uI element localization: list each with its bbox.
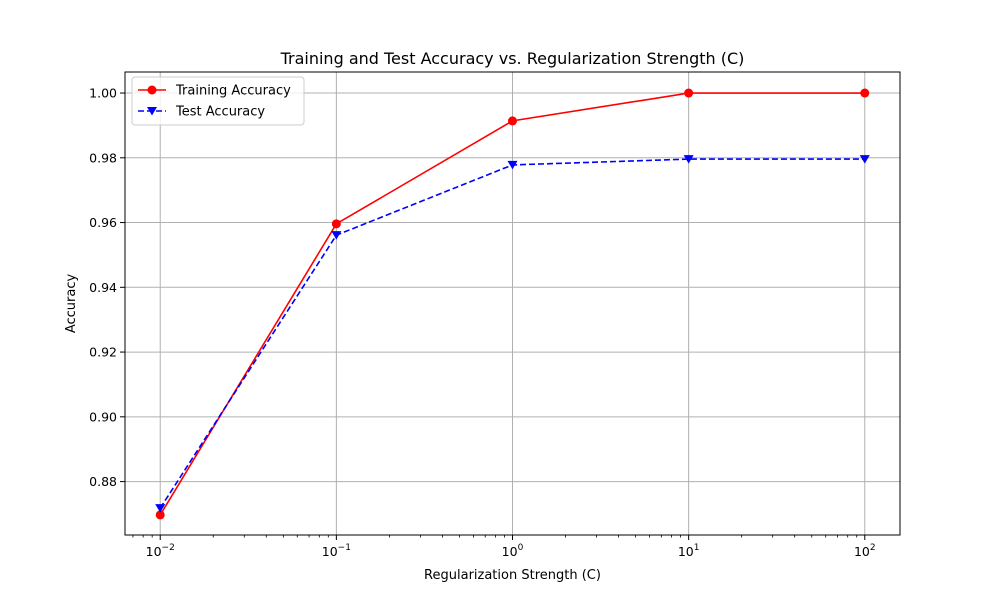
- legend: Training Accuracy Test Accuracy: [131, 76, 305, 126]
- data-point: [684, 88, 694, 98]
- x-tick-label: 102: [854, 543, 876, 559]
- series-layer: [155, 88, 870, 520]
- data-point: [508, 116, 517, 126]
- y-tick-label: 0.90: [89, 409, 117, 424]
- legend-marker: [147, 107, 157, 116]
- y-tick-label: 1.00: [89, 86, 117, 101]
- grid: [125, 72, 900, 535]
- legend-label: Test Accuracy: [175, 105, 265, 120]
- legend-marker: [147, 85, 157, 95]
- y-tick-label: 0.92: [89, 345, 117, 360]
- x-axis-label: Regularization Strength (C): [424, 568, 601, 583]
- data-point: [155, 504, 166, 513]
- data-point: [155, 510, 165, 520]
- legend-box: [131, 76, 305, 126]
- data-point: [859, 155, 870, 164]
- x-tick-label: 100: [502, 543, 524, 559]
- y-tick-label: 0.96: [89, 215, 117, 230]
- y-axis-label: Accuracy: [64, 274, 79, 334]
- data-point: [331, 219, 341, 229]
- axis-ticks: 10−2 10−1 100 101 102 0.88 0.90 0.92 0.94 0.96 0.9…: [89, 86, 875, 559]
- y-tick-label: 0.94: [89, 280, 117, 295]
- data-point: [331, 231, 342, 240]
- data-point: [860, 88, 870, 98]
- chart-title: Training and Test Accuracy vs. Regulariz…: [280, 49, 745, 68]
- y-tick-label: 0.88: [89, 474, 117, 489]
- x-tick-label: 101: [678, 543, 700, 559]
- x-tick-label: 10−1: [322, 543, 351, 559]
- series-training: [155, 88, 870, 520]
- data-point: [507, 160, 518, 170]
- x-tick-label: 10−2: [146, 543, 175, 559]
- data-point: [683, 155, 694, 164]
- legend-label: Training Accuracy: [175, 84, 291, 99]
- series-test: [155, 155, 870, 513]
- y-tick-label: 0.98: [89, 150, 117, 165]
